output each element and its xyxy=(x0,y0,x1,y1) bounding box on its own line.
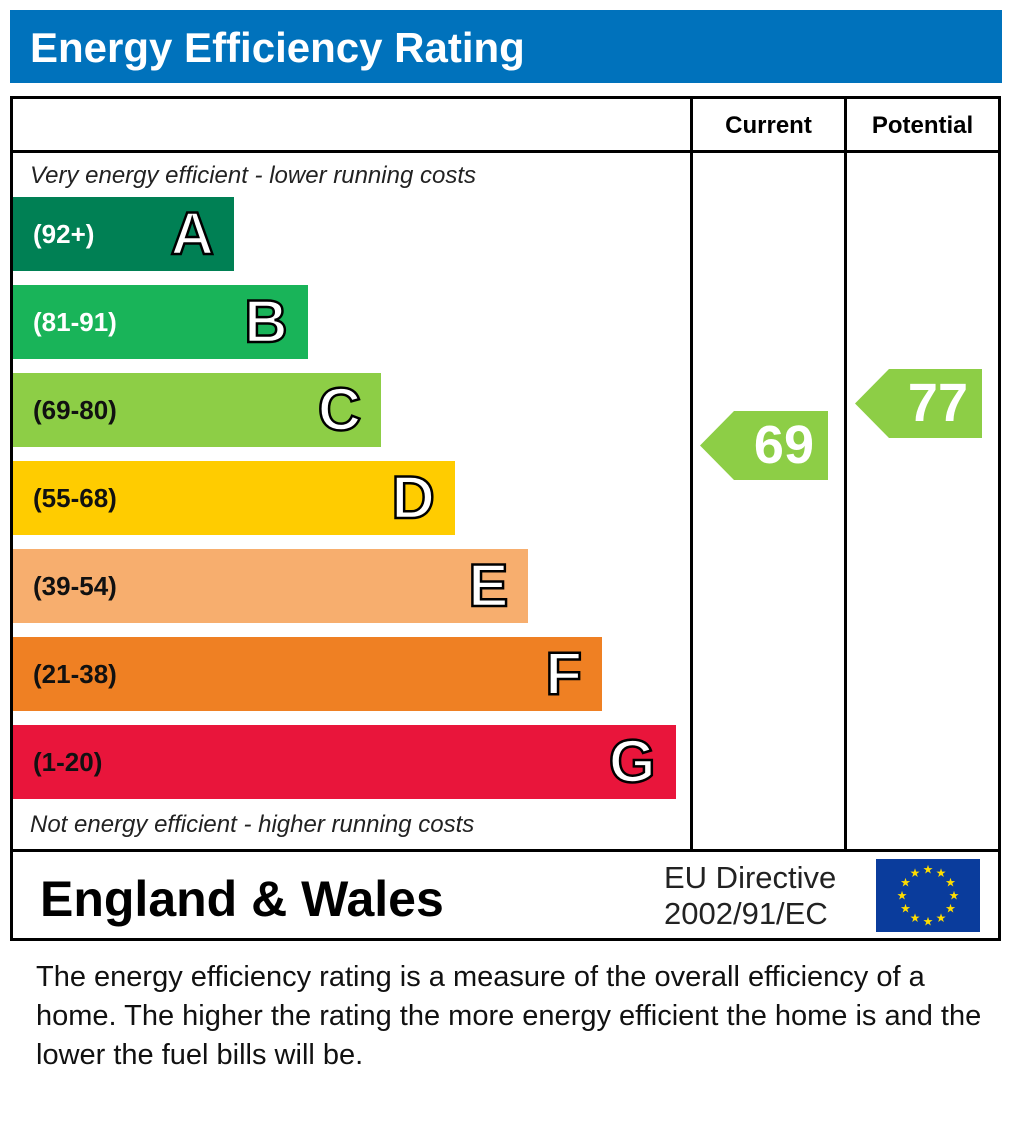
band-a: (92+) A xyxy=(13,197,234,271)
band-c: (69-80) C xyxy=(13,373,382,447)
band-letter: D xyxy=(390,463,436,532)
band-b: (81-91) B xyxy=(13,285,308,359)
directive-line1: EU Directive xyxy=(664,860,837,895)
potential-rating-value: 77 xyxy=(907,373,968,433)
star-icon: ★ xyxy=(936,911,947,925)
band-letter: G xyxy=(608,727,657,796)
star-icon: ★ xyxy=(945,902,956,916)
band-range: (21-38) xyxy=(33,659,117,689)
description: The energy efficiency rating is a measur… xyxy=(36,961,982,1071)
potential-rating-arrow: 77 xyxy=(855,369,982,438)
band-letter: B xyxy=(243,287,289,356)
directive-line2: 2002/91/EC xyxy=(664,896,828,931)
band-range: (55-68) xyxy=(33,483,117,513)
star-icon: ★ xyxy=(910,911,921,925)
eu-directive: EU Directive 2002/91/EC xyxy=(664,860,836,932)
star-icon: ★ xyxy=(949,889,960,903)
star-icon: ★ xyxy=(936,866,947,880)
star-icon: ★ xyxy=(897,889,908,903)
band-range: (69-80) xyxy=(33,395,117,425)
star-icon: ★ xyxy=(900,876,911,890)
bottom-note: Not energy efficient - higher running co… xyxy=(30,811,475,838)
current-rating-value: 69 xyxy=(753,415,814,475)
star-icon: ★ xyxy=(945,876,956,890)
band-range: (92+) xyxy=(33,219,95,249)
band-letter: F xyxy=(544,639,583,708)
potential-column-header: Potential xyxy=(871,112,974,139)
band-range: (1-20) xyxy=(33,747,103,777)
current-column-header: Current xyxy=(725,112,812,139)
divider xyxy=(844,96,847,851)
divider xyxy=(690,96,693,851)
divider xyxy=(10,150,1001,153)
band-letter: E xyxy=(467,551,510,620)
star-icon: ★ xyxy=(910,866,921,880)
top-note: Very energy efficient - lower running co… xyxy=(30,162,476,189)
star-icon: ★ xyxy=(923,915,934,929)
eu-flag-icon: ★ ★ ★ ★ ★ ★ ★ ★ ★ ★ ★ ★ xyxy=(876,859,980,932)
star-icon: ★ xyxy=(900,902,911,916)
band-d: (55-68) D xyxy=(13,461,455,535)
band-letter: A xyxy=(169,199,215,268)
current-rating-arrow: 69 xyxy=(700,411,828,480)
band-f: (21-38) F xyxy=(13,637,602,711)
band-range: (81-91) xyxy=(33,307,117,337)
region-label: England & Wales xyxy=(40,871,444,927)
band-g: (1-20) G xyxy=(13,725,676,799)
chart-title: Energy Efficiency Rating xyxy=(10,10,1002,83)
rating-frame xyxy=(10,96,1001,941)
divider xyxy=(10,849,1001,852)
band-letter: C xyxy=(317,375,363,444)
band-e: (39-54) E xyxy=(13,549,529,623)
band-range: (39-54) xyxy=(33,571,117,601)
star-icon: ★ xyxy=(923,863,934,877)
